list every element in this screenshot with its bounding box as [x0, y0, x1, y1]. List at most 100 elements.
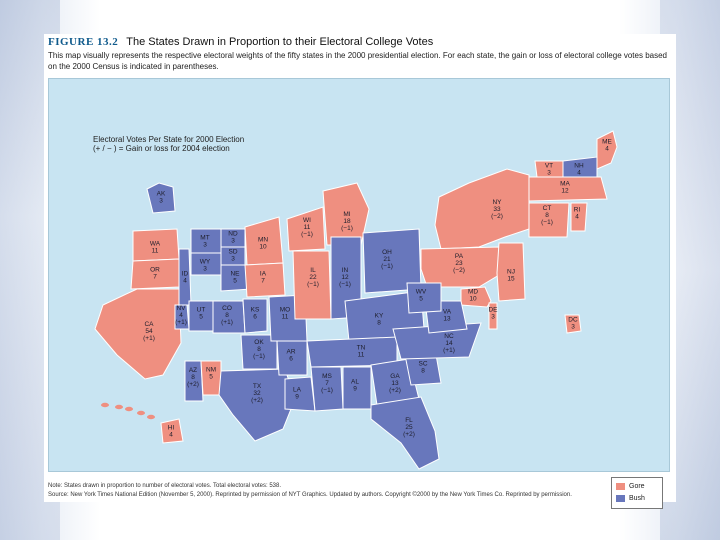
- state-or: OR7: [130, 258, 180, 290]
- state-ms: MS7(−1): [310, 366, 344, 412]
- state-nm: NM5: [200, 360, 222, 396]
- state-shape-ny: [434, 168, 530, 250]
- state-label-sd-0: SD: [228, 249, 237, 256]
- state-shape-az: [184, 360, 204, 402]
- state-label-fl-0: FL: [405, 417, 413, 424]
- state-shape-dc: [564, 314, 582, 334]
- state-label-in-1: 12: [341, 274, 349, 281]
- state-shape-ia: [244, 262, 286, 298]
- state-label-nm-1: 5: [209, 374, 213, 381]
- state-label-ks-0: KS: [251, 307, 260, 314]
- state-wy: WY3: [190, 252, 222, 276]
- state-label-ky-1: 8: [377, 320, 381, 327]
- state-label-ga-0: GA: [390, 373, 400, 380]
- state-label-md-1: 10: [469, 296, 477, 303]
- state-label-nv-2: (+1): [175, 319, 187, 326]
- state-label-nc-1: 14: [445, 340, 453, 347]
- state-label-la-1: 9: [295, 394, 299, 401]
- state-label-va-0: VA: [443, 309, 452, 316]
- state-label-tx-1: 32: [253, 390, 261, 397]
- state-label-nv-0: NV: [176, 305, 186, 312]
- hawaii-islet: [101, 402, 109, 408]
- state-label-ms-0: MS: [322, 373, 332, 380]
- legend-label-bush: Bush: [629, 495, 645, 502]
- footnote-source: Source: New York Times National Edition …: [48, 492, 572, 498]
- state-la: LA9: [284, 376, 316, 412]
- state-az: AZ8(+2): [184, 360, 204, 402]
- state-hi: HI4: [160, 418, 184, 444]
- state-shape-al: [342, 366, 372, 410]
- state-label-il-0: IL: [310, 267, 316, 274]
- state-label-nd-0: ND: [228, 231, 238, 238]
- state-label-az-2: (+2): [187, 381, 199, 388]
- state-label-pa-1: 23: [455, 260, 463, 267]
- state-label-in-0: IN: [342, 267, 349, 274]
- state-ut: UT5: [188, 300, 214, 332]
- state-ia: IA7: [244, 262, 286, 298]
- state-label-dc-0: DC: [568, 317, 578, 324]
- state-mt: MT3: [190, 228, 222, 254]
- state-ar: AR6: [276, 340, 308, 376]
- state-label-ok-2: (−1): [253, 353, 265, 360]
- state-label-co-2: (+1): [221, 319, 233, 326]
- state-label-wi-2: (−1): [301, 231, 313, 238]
- state-label-az-0: AZ: [189, 367, 197, 374]
- hawaii-islet: [115, 404, 123, 410]
- state-label-nd-1: 3: [231, 238, 235, 245]
- state-label-de-1: 3: [491, 314, 495, 321]
- state-label-co-0: CO: [222, 305, 232, 312]
- state-shape-ks: [242, 298, 268, 334]
- state-label-wi-0: WI: [303, 217, 311, 224]
- legend-item-bush: Bush: [616, 495, 645, 502]
- legend-label-gore: Gore: [629, 483, 645, 490]
- state-nh: NH4: [562, 156, 598, 178]
- state-label-ct-0: CT: [543, 205, 552, 212]
- legend: Gore Bush: [611, 477, 663, 509]
- state-shape-tx: [218, 368, 296, 442]
- state-label-mo-0: MO: [280, 307, 290, 314]
- state-label-ok-1: 8: [257, 346, 261, 353]
- figure-panel: FIGURE 13.2 The States Drawn in Proportio…: [44, 34, 676, 509]
- map-note-line1: Electoral Votes Per State for 2000 Elect…: [93, 135, 245, 144]
- state-label-ms-2: (−1): [321, 387, 333, 394]
- state-label-ny-1: 33: [493, 206, 501, 213]
- state-shape-ar: [276, 340, 308, 376]
- state-label-il-1: 22: [309, 274, 317, 281]
- state-label-ar-1: 6: [289, 356, 293, 363]
- state-label-wy-1: 3: [203, 266, 207, 273]
- state-vt: VT3: [534, 160, 564, 178]
- state-label-mn-1: 10: [259, 244, 267, 251]
- state-label-oh-1: 21: [383, 256, 391, 263]
- state-label-ak-0: AK: [157, 191, 166, 198]
- state-dc: DC3: [564, 314, 582, 334]
- state-label-ne-1: 5: [233, 278, 237, 285]
- state-label-al-0: AL: [351, 379, 359, 386]
- state-wv: WV5: [406, 282, 442, 314]
- footnote-note: Note: States drawn in proportion to numb…: [48, 483, 282, 489]
- state-shape-mi: [322, 182, 370, 246]
- state-label-ma-0: MA: [560, 181, 570, 188]
- state-label-ky-0: KY: [375, 313, 384, 320]
- state-shape-ak: [146, 182, 176, 214]
- state-label-nc-0: NC: [444, 333, 454, 340]
- state-shape-ct: [528, 202, 570, 238]
- state-co: CO8(+1): [212, 300, 246, 334]
- state-label-nj-0: NJ: [507, 269, 515, 276]
- state-label-ut-0: UT: [197, 307, 206, 314]
- state-label-nv-1: 4: [179, 312, 183, 319]
- state-label-nj-1: 15: [507, 276, 515, 283]
- state-label-ct-1: 8: [545, 212, 549, 219]
- state-label-me-0: ME: [602, 139, 612, 146]
- state-label-ia-0: IA: [260, 271, 267, 278]
- state-label-ga-1: 13: [391, 380, 399, 387]
- state-label-de-0: DE: [488, 307, 498, 314]
- state-label-mn-0: MN: [258, 237, 268, 244]
